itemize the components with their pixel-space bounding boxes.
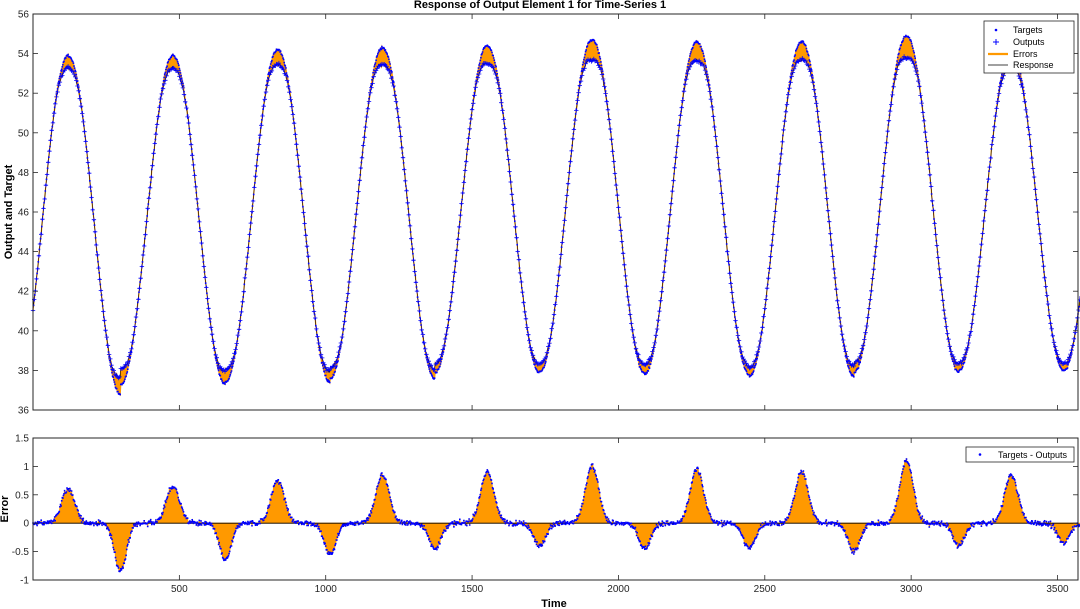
response-ytick-label: 38 bbox=[18, 366, 30, 377]
error-xtick-label: 500 bbox=[171, 584, 188, 595]
error-xtick-label: 3500 bbox=[1046, 584, 1069, 595]
response-ytick-label: 50 bbox=[18, 128, 30, 139]
legend-errors-label: Errors bbox=[1013, 49, 1038, 59]
error-x-axis-label: Time bbox=[541, 598, 566, 609]
response-legend[interactable]: Targets Outputs Errors Response bbox=[983, 20, 1075, 74]
response-ytick-label: 56 bbox=[18, 10, 30, 21]
legend-response-label: Response bbox=[1013, 60, 1054, 70]
legend-outputs-label: Outputs bbox=[1013, 37, 1045, 47]
error-ytick-label: -0.5 bbox=[12, 547, 30, 558]
response-ytick-label: 54 bbox=[18, 49, 30, 60]
error-y-axis-label: Error bbox=[0, 495, 11, 523]
response-plot-area bbox=[33, 14, 1078, 410]
error-ytick-label: 0 bbox=[23, 519, 29, 530]
error-ytick-label: -1 bbox=[20, 576, 29, 587]
legend-outputs-marker bbox=[993, 39, 999, 45]
legend-targets-label: Targets bbox=[1013, 25, 1043, 35]
response-chart-title: Response of Output Element 1 for Time-Se… bbox=[414, 0, 666, 11]
response-ytick-label: 42 bbox=[18, 287, 30, 298]
legend-targets-outputs-marker bbox=[978, 453, 982, 456]
legend-targets-outputs-label: Targets - Outputs bbox=[998, 450, 1068, 460]
response-ytick-label: 46 bbox=[18, 208, 30, 219]
error-axes-box bbox=[32, 437, 1079, 581]
response-ticks: 36 38 40 42 44 46 48 50 52 54 56 bbox=[18, 10, 1078, 417]
error-legend-box bbox=[965, 446, 1075, 463]
response-axes: 36 38 40 42 44 46 48 50 52 54 56 Response of Outpu… bbox=[3, 0, 1080, 417]
error-xtick-label: 1500 bbox=[461, 584, 484, 595]
legend-targets-marker bbox=[994, 28, 998, 32]
error-ticks: -1 -0.5 0 0.5 1 1.5 500 1000 1500 2000 2500 3000 350… bbox=[12, 434, 1078, 595]
response-ytick-label: 44 bbox=[18, 247, 30, 258]
error-xtick-label: 2000 bbox=[607, 584, 630, 595]
response-marks bbox=[30, 34, 1080, 397]
error-xtick-label: 3000 bbox=[900, 584, 923, 595]
error-plot-area bbox=[33, 438, 1078, 580]
response-ytick-label: 48 bbox=[18, 168, 30, 179]
error-legend[interactable]: Targets - Outputs bbox=[965, 446, 1075, 463]
error-xtick-label: 1000 bbox=[315, 584, 338, 595]
response-ytick-label: 52 bbox=[18, 89, 30, 100]
response-ytick-label: 36 bbox=[18, 406, 30, 417]
error-ytick-label: 0.5 bbox=[15, 490, 29, 501]
error-axes: -1 -0.5 0 0.5 1 1.5 500 1000 1500 2000 2500 3000 350… bbox=[0, 434, 1080, 609]
error-ytick-label: 1.5 bbox=[15, 434, 29, 445]
response-y-axis-label: Output and Target bbox=[3, 164, 15, 259]
error-ytick-label: 1 bbox=[23, 462, 29, 473]
response-legend-box bbox=[983, 20, 1075, 74]
response-ytick-label: 40 bbox=[18, 326, 30, 337]
error-xtick-label: 2500 bbox=[754, 584, 777, 595]
